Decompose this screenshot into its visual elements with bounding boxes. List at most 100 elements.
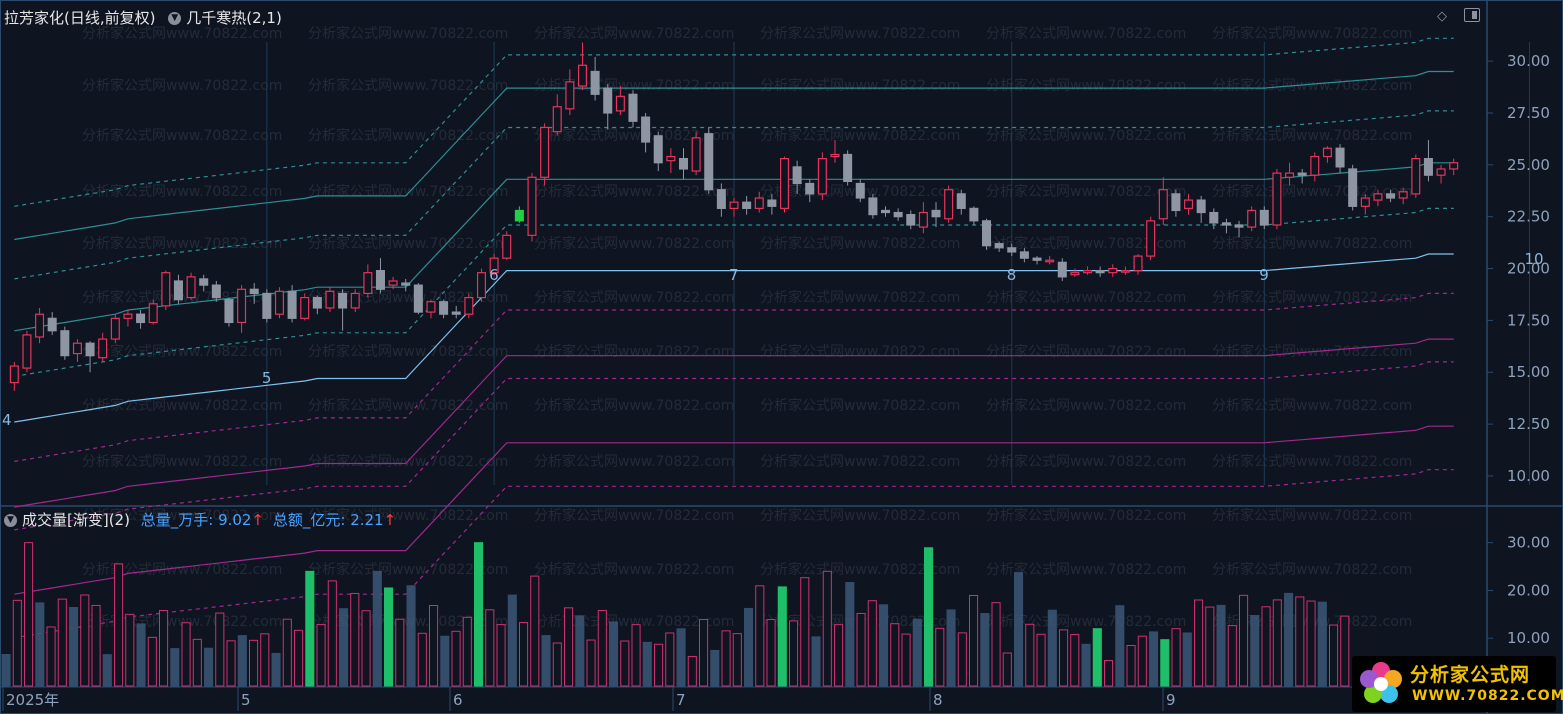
volume-bar — [609, 621, 619, 687]
watermark-text: 分析家公式网www.70822.com — [534, 561, 734, 578]
candle-body — [893, 211, 903, 218]
candle-body — [603, 87, 613, 114]
candle-body — [148, 303, 158, 324]
candle-body — [880, 209, 891, 214]
watermark-text: 分析家公式网www.70822.com — [760, 343, 960, 360]
volume-bar — [282, 618, 292, 687]
volume-bar — [260, 633, 270, 687]
volume-bar — [575, 615, 585, 687]
candle-body — [464, 296, 474, 315]
volume-bar — [305, 570, 315, 687]
volume-bar — [1081, 643, 1091, 687]
candle-body — [60, 330, 70, 357]
volume-bar — [1250, 615, 1260, 687]
watermark-text: 分析家公式网www.70822.com — [986, 397, 1186, 414]
cycle-labels: 4 5 6 7 8 9 10 — [2, 250, 1544, 429]
volume-bar — [181, 622, 191, 687]
chevron-down-icon[interactable]: ▼ — [168, 12, 182, 25]
candle-body — [1398, 191, 1408, 199]
price-tick-label: 20.00 — [1507, 260, 1550, 278]
logo-name: 分析家公式网 — [1410, 664, 1531, 686]
candle-body — [363, 272, 373, 295]
candle-body — [388, 280, 398, 286]
time-tick-label: 9 — [1166, 691, 1176, 709]
candle-body — [1449, 162, 1459, 170]
watermark-text: 分析家公式网www.70822.com — [82, 561, 282, 578]
watermark-text: 分析家公式网www.70822.com — [308, 507, 508, 524]
volume-bar — [24, 542, 34, 687]
volume-bar — [69, 606, 79, 687]
volume-bar — [102, 654, 112, 687]
watermark-text: 分析家公式网www.70822.com — [534, 397, 734, 414]
volume-bar — [1182, 632, 1192, 687]
candle-body — [552, 106, 562, 133]
volume-bar — [1261, 606, 1271, 687]
volume-bar — [1059, 629, 1069, 687]
total-volume-value: 9.02 — [218, 511, 252, 529]
watermark-text: 分析家公式网www.70822.com — [82, 235, 282, 252]
candle-body — [1436, 168, 1446, 176]
candle-body — [1348, 168, 1358, 207]
volume-bar — [440, 635, 450, 687]
indicator-name[interactable]: 几千寒热(2,1) — [186, 9, 282, 27]
logo-url: WWW.70822.COM — [1412, 688, 1563, 704]
candle-body — [72, 342, 82, 355]
volume-bar — [12, 599, 22, 687]
watermark-text: 分析家公式网www.70822.com — [986, 77, 1186, 94]
volume-bar — [924, 547, 934, 687]
candle-body — [224, 299, 234, 324]
watermark-text: 分析家公式网www.70822.com — [82, 77, 282, 94]
candle-body — [136, 313, 146, 324]
volume-bar — [957, 632, 967, 687]
volume-bar — [316, 624, 326, 687]
volume-title[interactable]: 成交量[渐变](2) — [22, 511, 130, 529]
grid-layer — [266, 42, 1530, 485]
candle-body — [451, 311, 461, 315]
volume-bar — [1216, 604, 1226, 687]
volume-bar — [170, 648, 180, 687]
volume-bar — [687, 655, 697, 687]
cycle-label: 4 — [2, 411, 12, 429]
volume-bar — [147, 636, 157, 687]
price-tick-label: 30.00 — [1507, 52, 1550, 70]
candle-body — [944, 189, 954, 220]
chevron-down-icon[interactable]: ▼ — [4, 514, 17, 527]
candle-body — [1247, 209, 1257, 228]
time-tick-label: 6 — [453, 691, 463, 709]
volume-bar — [867, 600, 877, 687]
volume-bar — [980, 613, 990, 687]
candle-body — [9, 365, 19, 384]
volume-bar — [654, 643, 664, 687]
watermark-text: 分析家公式网www.70822.com — [534, 453, 734, 470]
upper-band-line — [14, 110, 1454, 280]
volume-bar — [136, 623, 146, 687]
watermark-text: 分析家公式网www.70822.com — [82, 183, 282, 200]
volume-bar — [125, 613, 135, 687]
candle-body — [956, 193, 966, 209]
candle-body — [590, 70, 600, 95]
watermark-text: 分析家公式网www.70822.com — [534, 127, 734, 144]
lower-band-line — [14, 425, 1454, 595]
volume-bar — [530, 575, 540, 687]
volume-bar — [935, 627, 945, 687]
candle-body — [704, 133, 714, 191]
candle-body — [691, 137, 701, 172]
total-volume-label: 总量_万手: — [140, 511, 214, 529]
volume-bar — [1092, 628, 1102, 687]
candle-body — [439, 301, 449, 315]
candle-body — [641, 116, 651, 143]
watermark-text: 分析家公式网www.70822.com — [308, 397, 508, 414]
watermark-text: 分析家公式网www.70822.com — [986, 25, 1186, 42]
candle-body — [173, 280, 183, 301]
diamond-icon[interactable]: ◇ — [1437, 9, 1447, 24]
candle-body — [22, 334, 32, 369]
volume-bar — [789, 620, 799, 687]
site-logo: 分析家公式网 WWW.70822.COM — [1352, 656, 1563, 712]
candle-body — [1133, 255, 1143, 272]
watermark-text: 分析家公式网www.70822.com — [760, 235, 960, 252]
volume-bar — [1306, 600, 1316, 687]
watermark-text: 分析家公式网www.70822.com — [986, 235, 1186, 252]
panel-toggle-icon[interactable] — [1464, 8, 1480, 22]
up-arrow-icon: ↑ — [251, 511, 265, 529]
